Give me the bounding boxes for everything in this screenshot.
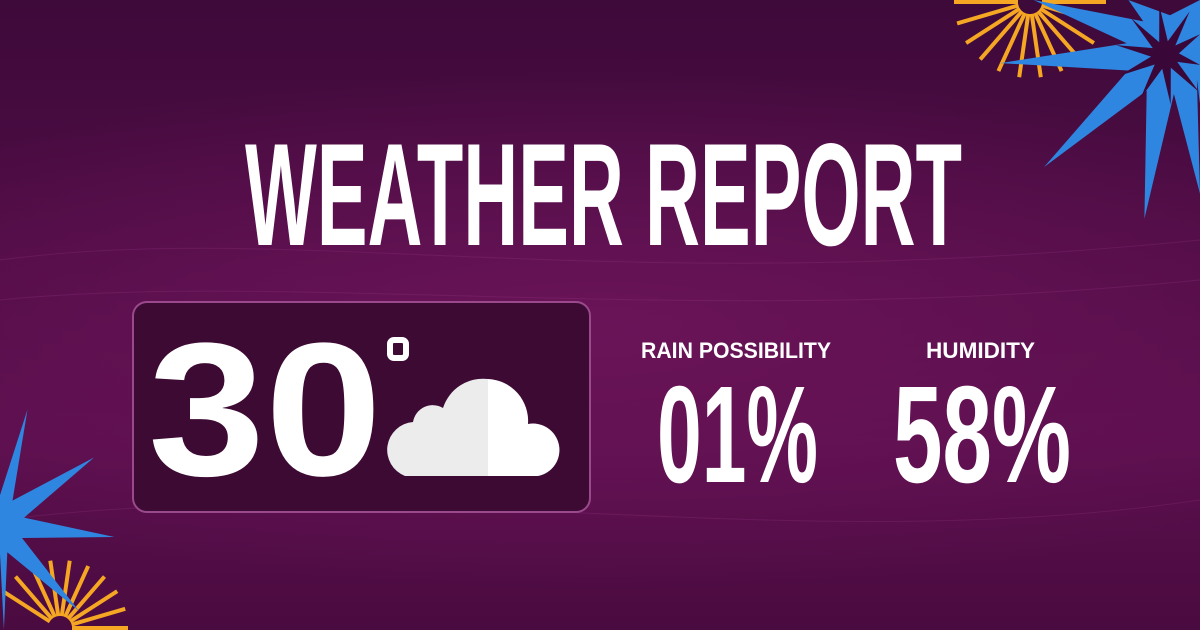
sunburst-ray [1017,13,1031,78]
rain-label: RAIN POSSIBILITY [641,338,831,363]
sunburst-ray [996,12,1027,72]
rain-possibility: RAIN POSSIBILITY 01% [641,338,831,512]
sunburst-ray [59,560,72,617]
degree-symbol [387,337,409,361]
rain-value: 01% [657,358,818,512]
flower-decoration-bottom-left [0,409,115,630]
sunburst-ray [69,589,119,624]
humidity-value: 58% [893,358,1071,512]
sunburst-ray [965,6,1021,45]
humidity-label: HUMIDITY [926,338,1035,363]
page-title: WEATHER REPORT [245,113,962,276]
sunburst-ray [1,589,51,624]
sunburst-ray [978,9,1024,61]
flower-center-top-right [1116,5,1200,105]
sunburst-ray [66,575,107,621]
sunburst-ray [956,3,1020,26]
cloud-icon [387,378,560,476]
sunburst-ray [13,575,54,621]
sunburst-ray [1036,9,1082,61]
sunburst-ray [1029,13,1043,78]
sunburst-ray [70,606,126,627]
temperature-card: 30 [132,301,591,516]
sunburst-ray [63,565,91,618]
temperature-value: 30 [148,304,382,516]
humidity: HUMIDITY 58% [893,338,1071,512]
flower-decoration-top-right [1000,0,1200,219]
sunburst-ray [1039,6,1095,45]
